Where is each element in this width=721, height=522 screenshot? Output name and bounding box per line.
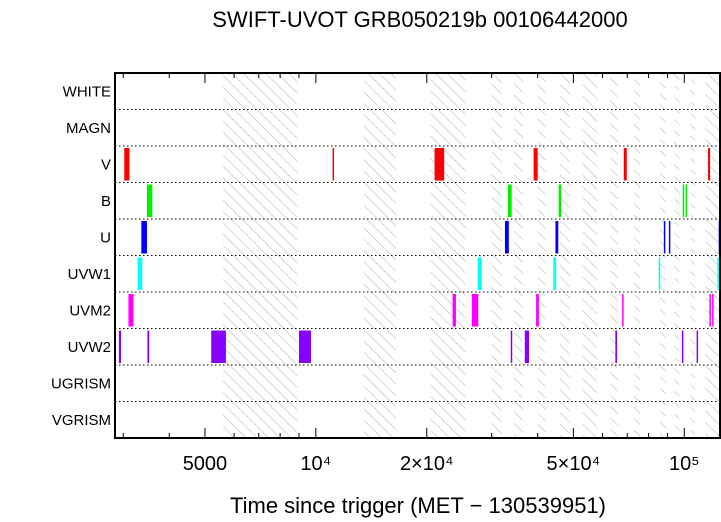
- x-tick-label: 2×10⁴: [400, 453, 454, 475]
- exposure-bar-uvw2: [696, 330, 699, 363]
- exposure-bar-uvw1: [477, 257, 482, 290]
- hatched-interval: [560, 73, 571, 438]
- exposure-bar-uvw1: [717, 257, 719, 290]
- exposure-bar-uvw2: [615, 330, 618, 363]
- exposure-bar-u: [668, 221, 671, 254]
- x-tick-label: 5000: [183, 453, 228, 475]
- exposure-bar-uvm2: [536, 294, 539, 327]
- hatched-interval: [674, 73, 680, 438]
- x-axis-ticks: 5000 10⁴ 2×10⁴ 5×10⁴ 10⁵: [122, 73, 700, 475]
- plot-frame: [114, 72, 721, 439]
- exposure-bar-uvm2: [128, 294, 134, 327]
- exposure-bar-v: [533, 148, 538, 181]
- exposure-bar-u: [504, 221, 509, 254]
- y-tick-label-u: U: [100, 229, 111, 246]
- exposure-bar-uvw2: [118, 330, 122, 363]
- exposure-bar-uvm2: [709, 294, 711, 327]
- exposure-bar-u: [555, 221, 559, 254]
- y-tick-label-ugrism: UGRISM: [51, 375, 111, 392]
- chart-title: SWIFT-UVOT GRB050219b 00106442000: [212, 7, 627, 32]
- row-separators: [115, 109, 720, 402]
- exposure-bars: [118, 148, 721, 363]
- hatched-interval: [514, 73, 524, 438]
- hatched-interval: [690, 73, 696, 438]
- exposure-bar-b: [146, 184, 153, 217]
- exposure-bar-uvm2: [712, 294, 714, 327]
- exposure-bar-uvw2: [681, 330, 684, 363]
- exposure-bar-uvw2: [510, 330, 513, 363]
- hatched-interval: [582, 73, 598, 438]
- y-tick-label-b: B: [101, 193, 111, 210]
- x-axis-label: Time since trigger (MET − 130539951): [230, 493, 606, 518]
- exposure-bar-v: [124, 148, 130, 181]
- exposure-bar-uvw1: [553, 257, 557, 290]
- exposure-bar-b: [507, 184, 512, 217]
- exposure-bar-u: [141, 221, 147, 254]
- y-tick-label-magn: MAGN: [66, 120, 111, 137]
- exposure-bar-v: [708, 148, 711, 181]
- exposure-bar-v: [623, 148, 627, 181]
- hatched-interval: [610, 73, 618, 438]
- hatched-interval: [537, 73, 546, 438]
- exposure-bar-uvw2: [147, 330, 150, 363]
- y-tick-label-vgrism: VGRISM: [52, 412, 111, 429]
- exposure-bar-uvw1: [658, 257, 661, 290]
- exposure-bar-v: [434, 148, 445, 181]
- exposure-bar-b: [558, 184, 562, 217]
- hatched-intervals: [223, 73, 720, 438]
- exposure-bar-uvm2: [622, 294, 624, 327]
- hatched-interval: [633, 73, 641, 438]
- hatched-interval: [660, 73, 666, 438]
- exposure-bar-b: [685, 184, 688, 217]
- x-tick-label: 10⁴: [300, 453, 331, 475]
- exposure-bar-u: [663, 221, 666, 254]
- exposure-bar-uvw2: [524, 330, 530, 363]
- y-tick-label-uvw1: UVW1: [68, 266, 111, 283]
- exposure-bar-uvw2: [211, 330, 226, 363]
- exposure-bar-uvm2: [471, 294, 479, 327]
- y-tick-label-uvm2: UVM2: [69, 302, 111, 319]
- x-tick-label: 10⁵: [669, 453, 700, 475]
- exposure-bar-b: [682, 184, 685, 217]
- y-tick-labels: WHITE MAGN V B U UVW1 UVM2 UVW2 UGRISM VGRISM: [51, 83, 111, 429]
- exposure-bar-uvw1: [137, 257, 143, 290]
- exposure-bar-uvm2: [452, 294, 456, 327]
- x-tick-label: 5×10⁴: [547, 453, 601, 475]
- y-tick-label-white: WHITE: [63, 83, 111, 100]
- y-tick-label-uvw2: UVW2: [68, 339, 111, 356]
- y-tick-label-v: V: [101, 156, 111, 173]
- hatched-interval: [491, 73, 502, 438]
- exposure-bar-v: [332, 148, 335, 181]
- exposure-bar-uvw2: [298, 330, 311, 363]
